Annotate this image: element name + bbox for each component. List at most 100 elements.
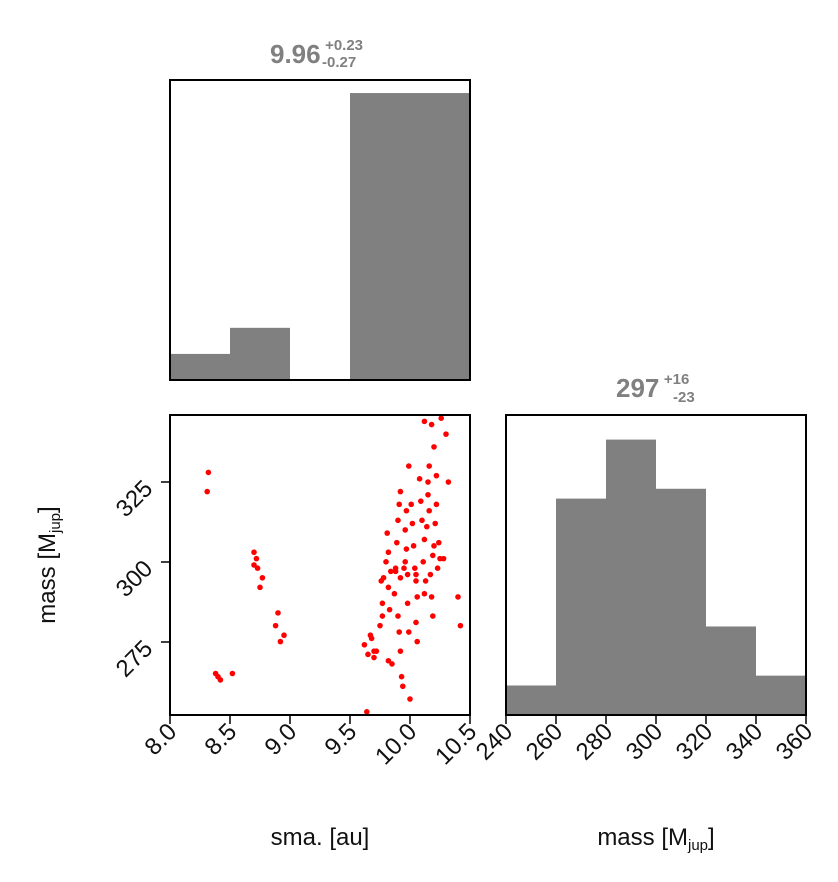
scatter-point [397,648,404,654]
scatter-point [410,543,417,549]
mass-hist-bar [506,685,556,715]
scatter-point [436,539,442,546]
x-tick-label: 10.0 [370,718,422,770]
joint-scatter-frame [169,414,471,716]
scatter-point [373,648,380,654]
scatter-point [455,594,461,600]
sma-lower-error: -0.27 [322,54,356,71]
scatter-point [407,696,413,702]
scatter-point [406,463,412,469]
scatter-point [425,491,431,498]
mass-stat-title: 297 +16 [616,371,689,403]
scatter-point [365,651,371,658]
x-tick-label: 9.5 [320,718,363,761]
scatter-point [421,536,428,543]
scatter-point [254,565,261,571]
y-tick-label: 275 [111,635,158,682]
sma-stat-title: 9.96 +0.23 [270,37,363,69]
scatter-point [414,594,421,600]
mass-hist-bars [506,439,806,715]
scatter-point [457,622,464,629]
scatter-point [427,571,434,578]
y-tick-label: 325 [111,475,158,522]
scatter-point [217,677,224,683]
sma-hist-bar [170,353,230,380]
x-tick-label: 8.0 [140,718,183,761]
scatter-point [368,635,375,642]
scatter-point [426,463,433,469]
mass-x-label-base: mass [M [597,824,688,851]
scatter-point [371,654,377,661]
scatter-point [413,619,419,626]
scatter-point [412,565,418,571]
scatter-point [281,632,287,639]
scatter-point [205,469,212,476]
scatter-point [443,431,449,437]
scatter-point [404,600,411,607]
scatter-point [431,543,437,549]
mass-x-label-sub: jup [687,837,708,854]
mass-x-axis-label: mass [Mjup] [597,824,714,854]
sma-hist-bars [170,93,470,380]
scatter-point [400,683,406,690]
scatter-point [404,571,411,578]
mass-y-label-sub: jup [47,513,64,534]
mass-median-value: 297 [616,373,659,403]
mass-y-axis-label: mass [Mjup] [34,506,64,623]
scatter-point [253,555,260,562]
mass-hist-bar [706,626,756,715]
scatter-y-ticks: 275 300 325 [111,475,170,683]
scatter-point [396,629,403,635]
scatter-point [395,613,401,619]
x-tick-label: 280 [571,718,618,765]
y-tick-label: 300 [111,555,158,602]
scatter-x-ticks: 8.0 8.5 9.0 9.5 10.0 10.5 [140,715,482,770]
scatter-point [438,415,445,421]
scatter-point [385,584,392,591]
x-tick-label: 240 [471,718,518,765]
scatter-point [379,600,386,607]
sma-median-value: 9.96 [270,39,321,69]
scatter-point [388,568,394,575]
scatter-point [419,517,425,524]
scatter-point [361,641,368,648]
x-tick-label: 260 [521,718,568,765]
scatter-point [398,673,405,680]
scatter-point [406,629,412,635]
scatter-point [257,584,263,591]
scatter-point [379,613,386,619]
scatter-point [416,476,423,482]
scatter-point [402,559,409,565]
scatter-point [430,613,436,619]
scatter-point [422,578,429,584]
scatter-point [385,657,392,664]
x-tick-label: 300 [621,718,668,765]
scatter-points [204,415,464,715]
scatter-point [394,539,400,546]
scatter-point [445,479,452,485]
scatter-point [397,488,404,495]
sma-upper-error: +0.23 [325,37,363,54]
mass-x-ticks: 240 260 280 300 320 340 360 [471,715,818,766]
sma-x-axis-label: sma. [au] [271,824,370,851]
scatter-point [409,520,416,527]
scatter-point [385,549,392,556]
scatter-point [420,559,427,565]
scatter-point [380,574,387,581]
scatter-point [377,622,383,629]
scatter-point [433,501,440,508]
x-tick-label: 320 [671,718,718,765]
scatter-point [383,559,389,565]
sma-marginal-panel: 9.96 +0.23 -0.27 [169,37,471,381]
sma-hist-bar [230,327,290,380]
scatter-point [421,590,428,597]
x-tick-label: 340 [721,718,768,765]
scatter-point [401,565,407,571]
scatter-point [251,562,257,568]
mass-hist-bar [606,439,656,715]
x-tick-label: 8.5 [200,718,243,761]
scatter-point [403,507,410,514]
scatter-point [413,578,419,584]
x-tick-label: 9.0 [260,718,303,761]
